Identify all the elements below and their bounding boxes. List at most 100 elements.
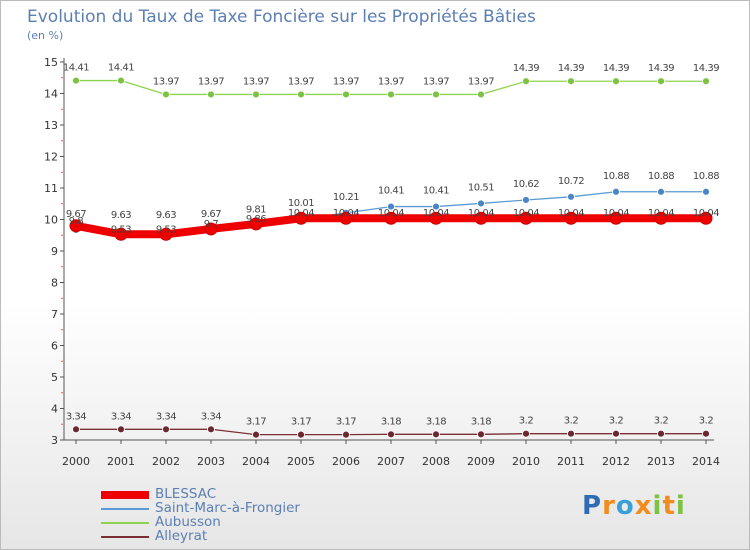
data-point [117,425,125,434]
data-label: 9.67 [66,209,86,220]
x-tick-label: 2011 [557,455,585,468]
y-tick-label: 13 [44,119,58,132]
data-point [432,90,440,99]
data-label: 13.97 [333,76,359,87]
data-label: 9.67 [201,209,221,220]
data-label: 10.88 [603,171,629,182]
data-label: 13.97 [243,76,269,87]
data-point [522,196,530,204]
data-point [612,187,620,196]
data-point [159,227,173,241]
data-point [612,77,620,86]
data-label: 14.41 [63,63,89,74]
data-label: 3.34 [201,411,221,422]
logo-letter: o [615,491,635,521]
data-label: 14.39 [693,63,719,74]
y-tick-label: 4 [51,403,58,416]
series-lines [75,79,706,436]
data-point [342,430,350,439]
data-label: 10.04 [378,208,404,219]
data-label: 10.62 [513,179,539,190]
data-label: 10.04 [693,208,719,219]
data-point [702,429,710,438]
data-label: 3.18 [426,416,446,427]
data-label: 10.88 [648,171,674,182]
data-point [204,222,218,236]
y-tick-label: 3 [51,434,58,447]
data-label: 3.17 [246,417,266,428]
data-label: 13.97 [378,76,404,87]
data-point [477,430,485,439]
data-label: 9.53 [156,224,176,235]
data-label: 14.39 [603,63,629,74]
data-point [339,211,353,225]
logo-letter: r [602,491,616,521]
y-tick-label: 5 [51,371,58,384]
data-label: 10.41 [378,186,404,197]
data-label: 10.04 [333,208,359,219]
data-point [297,430,305,439]
logo-letter: i [652,491,663,521]
data-label: 9.63 [111,210,131,221]
legend-label-alleyrat: Alleyrat [155,528,208,544]
data-label: 10.01 [288,198,314,209]
unit-label: (en %) [27,29,64,42]
data-label: 3.17 [336,417,356,428]
y-tick-label: 9 [51,245,58,258]
data-point [252,90,260,99]
x-tick-label: 2002 [152,455,180,468]
data-point [387,430,395,439]
chart-title: Evolution du Taux de Taxe Foncière sur l… [27,7,536,27]
x-tick-label: 2012 [602,455,630,468]
data-label: 3.18 [381,416,401,427]
logo-letter: i [675,491,686,521]
data-label: 10.04 [288,208,314,219]
data-point [432,430,440,439]
x-tick-label: 2005 [287,455,315,468]
data-label: 3.2 [654,416,669,427]
data-label: 3.2 [609,416,624,427]
data-point [654,211,668,225]
x-tick-label: 2013 [647,455,675,468]
data-label: 10.04 [513,208,539,219]
data-label: 3.2 [564,416,579,427]
y-tick-label: 12 [44,151,58,164]
y-tick-label: 7 [51,308,58,321]
x-tick-label: 2009 [467,455,495,468]
x-tick-label: 2004 [242,455,270,468]
data-point [294,211,308,225]
data-label: 10.72 [558,176,584,187]
data-point [477,90,485,99]
data-label: 10.88 [693,171,719,182]
x-tick-label: 2014 [692,455,720,468]
data-point [699,211,713,225]
data-point [567,77,575,86]
data-label: 10.04 [558,208,584,219]
data-point [564,211,578,225]
series-points [69,76,713,439]
legend-swatch-alleyrat [101,536,149,538]
x-tick-label: 2003 [197,455,225,468]
data-label: 9.81 [246,204,266,215]
data-label: 9.53 [111,224,131,235]
data-label: 9.7 [204,219,219,230]
data-point [474,211,488,225]
data-label: 3.2 [699,416,714,427]
data-point [657,429,665,438]
data-label: 3.18 [471,416,491,427]
data-label: 9.8 [69,216,84,227]
data-label: 13.97 [468,76,494,87]
data-point [207,90,215,99]
data-point [69,219,83,233]
data-label: 3.34 [111,411,131,422]
data-point [567,192,575,201]
data-point [162,425,170,434]
data-point [702,187,710,196]
data-label: 10.21 [333,192,359,203]
data-label: 10.51 [468,182,494,193]
data-point [477,199,485,208]
data-point [72,76,80,85]
x-tick-label: 2010 [512,455,540,468]
x-tick-label: 2001 [107,455,135,468]
y-tick-label: 14 [44,88,58,101]
